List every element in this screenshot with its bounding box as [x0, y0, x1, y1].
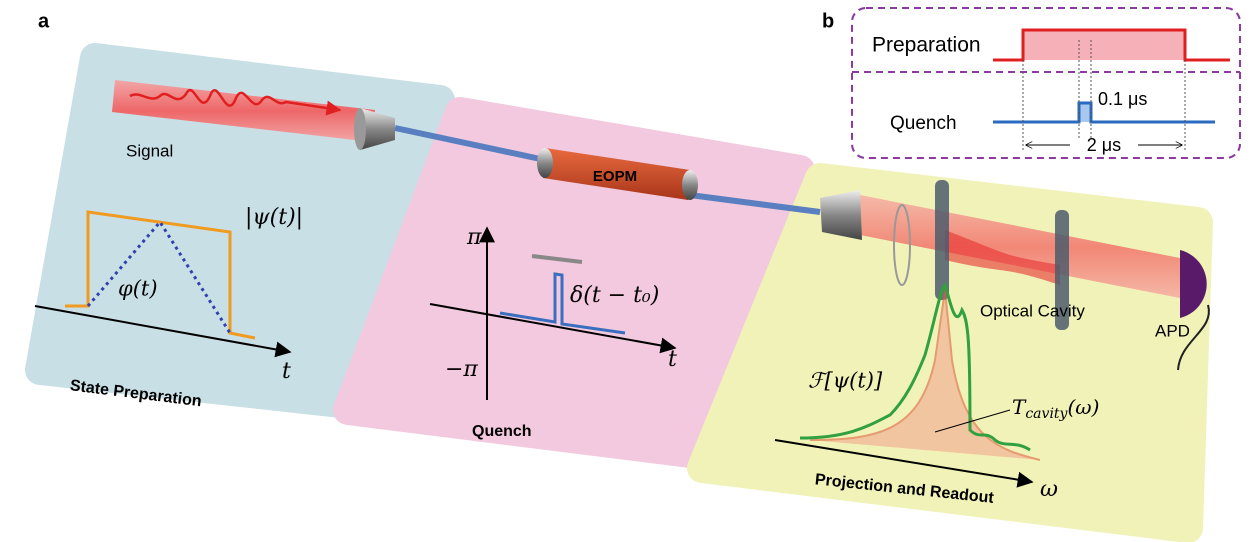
- figure: a b Signal EOPM Optical Cavity APD |ψ(t)…: [0, 0, 1253, 542]
- mirror: [935, 180, 949, 300]
- label: 2 μs: [1087, 135, 1121, 155]
- label: APD: [1155, 321, 1190, 340]
- prep-fill: [1023, 30, 1185, 60]
- eopm-end: [537, 148, 553, 178]
- label: π: [466, 225, 482, 250]
- coupler: [354, 108, 366, 150]
- label: −π: [445, 357, 478, 382]
- label: EOPM: [593, 168, 637, 185]
- label: Optical Cavity: [980, 301, 1085, 320]
- panel-label: a: [38, 10, 50, 32]
- coupler: [820, 190, 862, 240]
- label: |ψ(t)|: [245, 205, 303, 230]
- label: 0.1 μs: [1098, 89, 1147, 109]
- label: ℱ[ψ(t)]: [808, 369, 883, 393]
- label: t: [282, 359, 291, 384]
- label-part: (ω): [1067, 395, 1099, 419]
- panel-label: b: [822, 10, 834, 32]
- label: φ(t): [118, 277, 158, 301]
- label-part: cavity: [1025, 406, 1068, 422]
- label: Signal: [126, 141, 173, 160]
- label: Quench: [890, 113, 957, 134]
- label: Quench: [472, 423, 532, 440]
- label: δ(t − t₀): [570, 283, 659, 308]
- label: t: [668, 347, 677, 372]
- label: Preparation: [872, 34, 981, 57]
- label: ω: [1040, 477, 1058, 502]
- quench-fill: [1079, 103, 1091, 122]
- eopm-end: [682, 170, 698, 200]
